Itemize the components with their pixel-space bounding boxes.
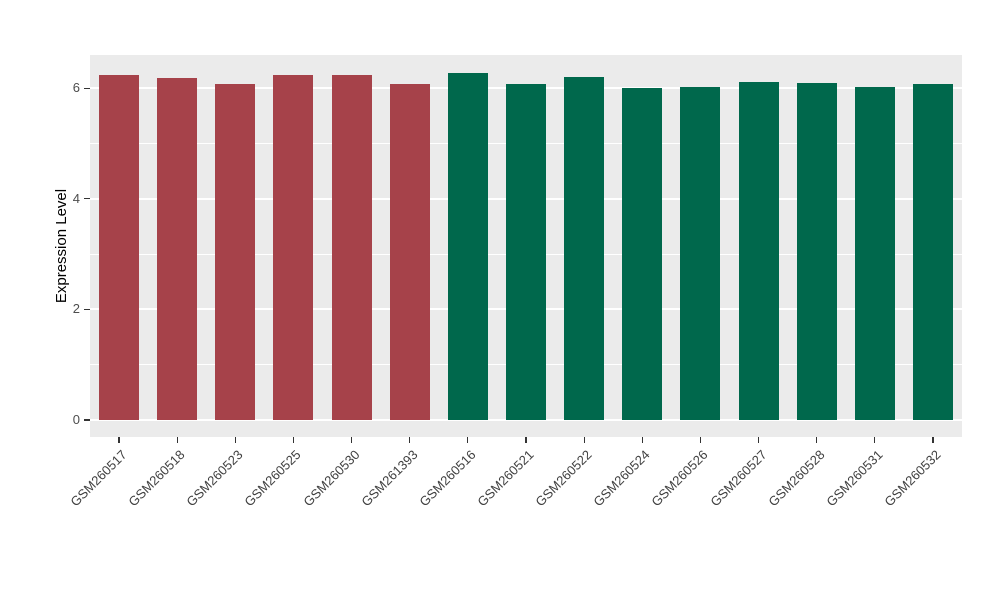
bar-GSM260524 xyxy=(622,87,663,420)
x-tick-mark xyxy=(525,437,527,443)
y-tick-mark xyxy=(84,87,90,89)
x-tick-mark xyxy=(641,437,643,443)
bar-GSM260523 xyxy=(215,84,256,420)
x-tick-mark xyxy=(292,437,295,443)
plot-panel xyxy=(90,55,962,437)
bar-chart-figure: Expression Level 0 2 4 6 GSM260517 GSM260518 G… xyxy=(53,55,962,510)
x-tick-mark xyxy=(351,437,353,443)
y-tick-label: 4 xyxy=(72,190,80,206)
bar-GSM260532 xyxy=(912,84,953,420)
x-tick-mark xyxy=(874,437,876,443)
bar-GSM260517 xyxy=(99,75,140,420)
x-tick-mark xyxy=(409,437,411,443)
gridline-major xyxy=(90,419,962,421)
x-tick-mark xyxy=(932,437,934,443)
x-tick-mark xyxy=(816,437,818,443)
x-tick-mark xyxy=(583,437,585,443)
bar-GSM260531 xyxy=(854,86,895,420)
x-tick-mark xyxy=(118,437,120,443)
y-tick-mark xyxy=(84,419,90,421)
bar-GSM261393 xyxy=(389,84,430,420)
y-tick-label: 0 xyxy=(72,412,80,427)
bar-GSM260530 xyxy=(331,75,372,420)
x-tick-mark xyxy=(699,437,701,443)
x-tick-mark xyxy=(467,437,469,443)
bar-GSM260525 xyxy=(273,75,314,420)
x-tick-mark xyxy=(234,437,236,443)
y-tick-label: 6 xyxy=(72,80,80,96)
bar-GSM260522 xyxy=(564,76,605,420)
bar-GSM260516 xyxy=(447,73,488,420)
y-tick-mark xyxy=(84,198,90,200)
bar-GSM260521 xyxy=(506,83,546,420)
y-tick-label: 2 xyxy=(72,301,80,317)
y-tick-mark xyxy=(84,308,90,310)
bar-GSM260528 xyxy=(796,82,837,420)
bar-GSM260527 xyxy=(738,81,779,420)
bar-GSM260518 xyxy=(157,77,198,420)
x-tick-mark xyxy=(176,437,178,443)
bar-GSM260526 xyxy=(680,86,721,420)
x-tick-mark xyxy=(757,437,760,443)
